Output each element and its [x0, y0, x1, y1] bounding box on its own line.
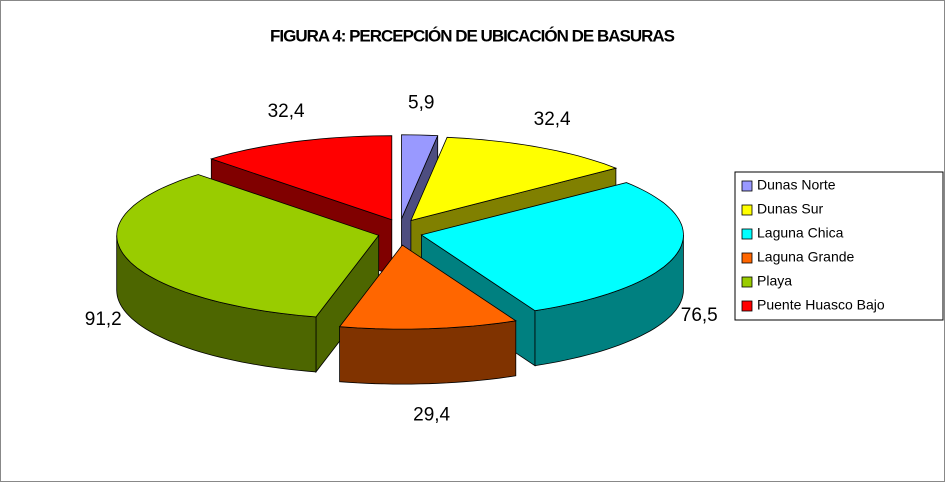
- pie-slice: [116, 174, 380, 374]
- slice-top: [410, 136, 618, 222]
- data-label: 5,9: [408, 92, 434, 113]
- data-label: 32,4: [534, 109, 571, 130]
- legend: Dunas Norte Dunas Sur Laguna Chica Laguna G…: [734, 171, 944, 321]
- data-label: 91,2: [85, 309, 122, 330]
- slice-top: [338, 244, 517, 330]
- legend-label: Puente Huasco Bajo: [757, 297, 885, 313]
- legend-swatch: [741, 228, 753, 240]
- legend-label: Dunas Norte: [757, 177, 836, 193]
- legend-swatch: [741, 204, 753, 216]
- slice-top: [401, 134, 439, 219]
- legend-label: Playa: [757, 273, 792, 289]
- slice-top: [116, 174, 380, 318]
- legend-swatch: [741, 276, 753, 288]
- slice-top: [420, 182, 684, 312]
- legend-label: Laguna Grande: [757, 249, 855, 265]
- chart-title: FIGURA 4: PERCEPCIÓN DE UBICACIÓN DE BAS…: [270, 26, 675, 45]
- data-label: 32,4: [268, 101, 305, 122]
- legend-label: Laguna Chica: [757, 225, 844, 241]
- legend-label: Dunas Sur: [757, 201, 823, 217]
- data-label: 29,4: [413, 404, 450, 425]
- legend-box: [734, 171, 944, 321]
- pie: 5,9 32,4 76,5 29,4 91,2 32,4: [85, 92, 718, 425]
- data-label: 76,5: [681, 305, 718, 326]
- legend-swatch: [741, 300, 753, 312]
- slice-wall: [339, 320, 517, 385]
- legend-swatch: [741, 180, 753, 192]
- legend-swatch: [741, 252, 753, 264]
- slice-top: [209, 135, 393, 221]
- pie-slice: [338, 244, 517, 385]
